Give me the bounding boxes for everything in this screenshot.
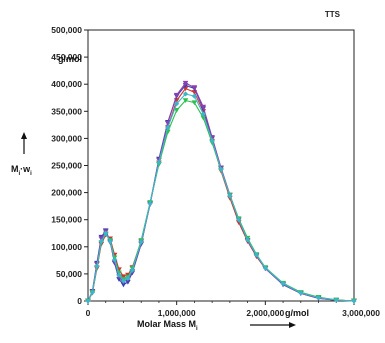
data-point (112, 257, 118, 263)
y-tick-label: 500,000 (51, 25, 82, 35)
data-point (182, 91, 189, 97)
data-point (298, 290, 304, 296)
x-tick-label: 2,000,000 (246, 308, 284, 318)
data-point (191, 85, 198, 91)
data-point (209, 137, 215, 144)
y-label-sub2: i (30, 171, 32, 177)
data-point (165, 124, 171, 131)
series-line (87, 82, 355, 302)
y-tick-label: 250,000 (51, 161, 82, 171)
data-point (191, 93, 197, 99)
data-point (98, 238, 104, 244)
data-point (200, 111, 206, 117)
data-point (116, 272, 122, 278)
data-point (147, 200, 153, 207)
data-point (165, 121, 171, 126)
x-axis-unit: g/mol (285, 308, 309, 318)
data-point (253, 252, 260, 258)
data-point (174, 101, 180, 107)
data-point (191, 100, 198, 106)
data-point (218, 166, 224, 172)
data-point (107, 238, 113, 244)
data-point (89, 289, 96, 295)
data-point (351, 298, 357, 304)
y-label-sub1: i (19, 171, 21, 177)
data-point (85, 298, 91, 304)
y-label-dot: ·w (20, 164, 31, 174)
x-tick-label: 0 (86, 308, 91, 318)
x-label-subscript: i (196, 326, 198, 332)
series-4 (85, 91, 357, 304)
series-2 (85, 80, 357, 304)
series-0 (85, 86, 357, 304)
y-tick-label: 300,000 (51, 133, 82, 143)
data-point (333, 297, 339, 303)
data-point (156, 159, 162, 165)
y-tick-label: 450,000 (51, 52, 82, 62)
y-tick-label: 400,000 (51, 79, 82, 89)
data-point (120, 282, 127, 288)
x-label-main: Molar Mass M (137, 319, 196, 329)
series-line (87, 93, 355, 302)
data-point (227, 193, 233, 199)
data-point (125, 275, 131, 281)
y-tick-label: 150,000 (51, 215, 82, 225)
y-tick-label: 50,000 (56, 269, 82, 279)
y-axis-ticks: 0 50,000 100,000 150,000 200,000 250,000 300,0… (51, 25, 88, 306)
data-point (138, 239, 144, 245)
y-axis-arrowhead-icon (21, 132, 27, 139)
chart-title: TTS (325, 10, 341, 19)
y-tick-label: 0 (77, 296, 82, 306)
data-point (245, 237, 251, 243)
x-tick-label: 3,000,000 (342, 308, 380, 318)
data-point (120, 278, 127, 284)
y-axis-unit: g/mol (58, 54, 82, 64)
y-tick-label: 200,000 (51, 188, 82, 198)
y-axis-label: Mi·wi (11, 132, 32, 177)
x-axis-ticks: 0 1,000,000 2,000,000 3,000,000 (86, 301, 380, 318)
data-point (103, 230, 109, 236)
data-point (125, 279, 131, 285)
data-point (280, 281, 286, 287)
x-axis-label: Molar Mass Mi (137, 319, 296, 332)
data-point (315, 295, 322, 301)
svg-text:Mi·wi: Mi·wi (11, 164, 32, 177)
data-point (120, 274, 127, 280)
series-layer (85, 80, 357, 304)
y-tick-label: 350,000 (51, 106, 82, 116)
data-point (182, 98, 189, 104)
series-line (87, 84, 355, 302)
data-point (262, 265, 268, 271)
data-point (236, 217, 242, 223)
y-label-main: M (11, 164, 19, 174)
data-point (129, 267, 135, 273)
data-point (173, 108, 180, 113)
svg-text:Molar Mass Mi: Molar Mass Mi (137, 319, 198, 332)
data-point (94, 263, 100, 269)
data-point (173, 92, 180, 98)
series-1 (85, 83, 357, 304)
x-axis-arrowhead-icon (289, 322, 296, 328)
series-line (87, 99, 355, 302)
x-tick-label: 1,000,000 (158, 308, 196, 318)
y-tick-label: 100,000 (51, 242, 82, 252)
series-line (87, 87, 355, 302)
data-point (200, 104, 207, 110)
data-point (182, 80, 189, 86)
